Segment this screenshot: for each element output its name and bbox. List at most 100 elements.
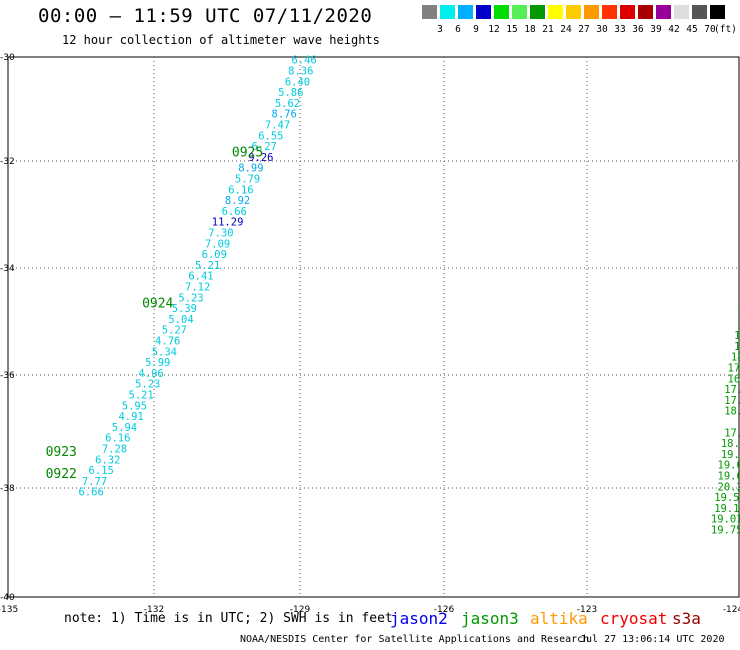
wave-height-value: 8.76 (272, 109, 297, 121)
legend-label: 33 (614, 24, 626, 35)
wave-height-value: 8.36 (288, 66, 313, 78)
wave-height-value: 17.49 (724, 384, 740, 396)
wave-height-value: 8.99 (238, 163, 263, 175)
wave-height-value: 18.11 (724, 406, 740, 418)
legend-swatch (674, 5, 689, 19)
wave-height-value: 9.26 (248, 152, 273, 164)
generated-timestamp: Jul 27 13:06:14 UTC 2020 (580, 634, 725, 645)
wave-height-value: 4.96 (138, 368, 163, 380)
wave-height-value: 5.27 (162, 325, 187, 337)
wave-height-value: 7.28 (102, 444, 127, 456)
legend-swatch (458, 5, 473, 19)
wave-height-value: 11.29 (212, 217, 244, 229)
wave-height-value: 8.92 (225, 195, 250, 207)
legend-label: 30 (596, 24, 608, 35)
legend-swatch (638, 5, 653, 19)
legend-swatch (710, 5, 725, 19)
wave-height-value: 6.41 (188, 271, 213, 283)
footer-note: note: 1) Time is in UTC; 2) SWH is in fe… (64, 611, 393, 626)
pass-time-label: 0925 (232, 146, 263, 161)
wave-height-value: 18.80 (721, 438, 740, 450)
legend-swatch (512, 5, 527, 19)
wave-height-value: 6.27 (252, 141, 277, 153)
satellite-name-cryosat: cryosat (600, 609, 668, 628)
wave-height-value: 18.25 (731, 352, 740, 364)
wave-height-value: 5.21 (128, 390, 153, 402)
wave-height-value: 5.04 (168, 314, 193, 326)
wave-height-value: 7.12 (185, 282, 210, 294)
legend-label: 3 (437, 24, 443, 35)
legend-swatch (656, 5, 671, 19)
wave-height-value: 5.79 (235, 174, 260, 186)
legend-label: 45 (686, 24, 698, 35)
wave-height-value: 7.30 (208, 228, 233, 240)
wave-height-value: 20.23 (718, 481, 740, 493)
legend-swatch (602, 5, 617, 19)
wave-height-value: 5.95 (122, 400, 147, 412)
wave-height-value: 17.29 (738, 309, 740, 321)
wave-height-value: 5.39 (172, 303, 197, 315)
wave-height-value: 6.32 (95, 454, 120, 466)
wave-height-value: 6.55 (258, 130, 283, 142)
x-tick-label: -132 (144, 605, 164, 615)
legend-swatch (566, 5, 581, 19)
wave-height-value: 7.47 (265, 120, 290, 132)
x-tick-label: -123 (577, 605, 597, 615)
wave-height-value: 6.16 (228, 184, 253, 196)
wave-height-value: 5.94 (112, 422, 137, 434)
legend-label: 27 (578, 24, 590, 35)
legend-swatch (548, 5, 563, 19)
legend-label: 18 (524, 24, 536, 35)
legend-label: 39 (650, 24, 662, 35)
satellite-name-jason2: jason2 (390, 609, 448, 628)
wave-height-value: 18.99 (738, 319, 740, 331)
wave-height-value: 7.77 (82, 476, 107, 488)
wave-height-value: 5.23 (178, 292, 203, 304)
y-tick-label: -40 (0, 593, 15, 603)
credit-line: NOAA/NESDIS Center for Satellite Applica… (240, 634, 590, 645)
y-tick-label: -38 (0, 484, 15, 494)
wave-height-value: 19.01 (711, 514, 740, 526)
wave-height-value: 16.30 (734, 341, 740, 353)
wave-height-value: 4.91 (118, 411, 143, 423)
wave-height-value: 7.09 (205, 238, 230, 250)
wave-height-value: 17.26 (728, 363, 740, 375)
legend-swatch (620, 5, 635, 19)
legend-label: 42 (668, 24, 680, 35)
wave-height-value: 17.95 (724, 427, 740, 439)
plot-frame (7, 56, 740, 598)
satellite-name-jason3: jason3 (461, 609, 519, 628)
legend-label: 12 (488, 24, 500, 35)
legend-swatch (530, 5, 545, 19)
wave-height-value: 5.86 (278, 87, 303, 99)
wave-height-value: 5.23 (135, 379, 160, 391)
legend-label: 36 (632, 24, 644, 35)
wave-height-value: 6.09 (202, 249, 227, 261)
wave-height-value: 6.66 (79, 487, 104, 499)
wave-height-value: 17.74 (724, 395, 740, 407)
wave-height-value: 4.76 (155, 336, 180, 348)
wave-height-value: 19.13 (721, 449, 740, 461)
legend-swatch (584, 5, 599, 19)
wave-height-value: 6.16 (105, 433, 130, 445)
legend-swatch (476, 5, 491, 19)
legend-label: 6 (455, 24, 461, 35)
satellite-name-altika: altika (530, 609, 588, 628)
wave-height-value: 16.96 (728, 373, 740, 385)
legend-swatch (692, 5, 707, 19)
satellite-name-s3a: s3a (672, 609, 701, 628)
legend-label: 24 (560, 24, 572, 35)
pass-time-label: 0924 (142, 297, 173, 312)
wave-height-value: 5.21 (195, 260, 220, 272)
wave-height-value: 17.72 (734, 330, 740, 342)
wave-height-value: 5.62 (275, 98, 300, 110)
wave-height-value: 19.75 (711, 525, 740, 537)
pass-time-label: 0922 (46, 467, 77, 482)
legend-label: 9 (473, 24, 479, 35)
y-tick-label: -36 (0, 371, 15, 381)
legend-label: 21 (542, 24, 554, 35)
legend-label: 70 (704, 24, 716, 35)
legend-unit: (ft) (714, 24, 737, 35)
wave-height-value: 6.40 (285, 76, 310, 88)
